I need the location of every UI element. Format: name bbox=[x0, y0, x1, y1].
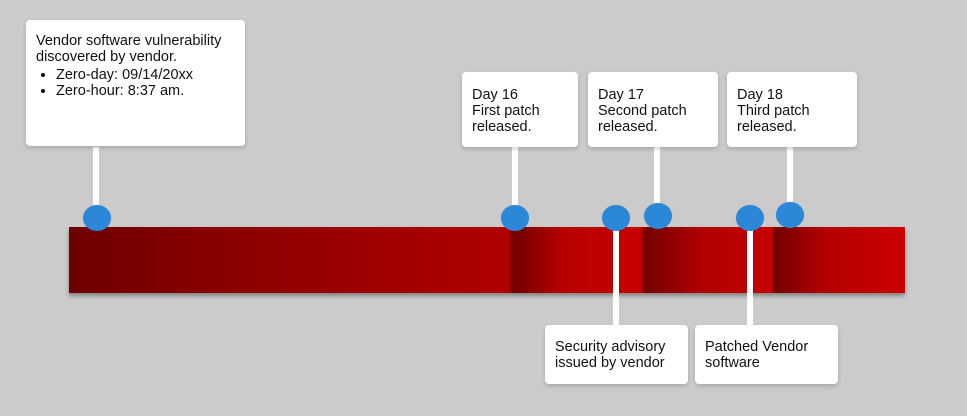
connector-discovery bbox=[93, 147, 99, 217]
day16-label: First patch bbox=[472, 103, 540, 119]
marker-day18 bbox=[776, 202, 804, 228]
day17-status: released. bbox=[598, 119, 658, 135]
marker-discovery bbox=[83, 205, 111, 231]
discovery-text: Vendor software vulnerability discovered… bbox=[36, 33, 222, 65]
patched-line2: software bbox=[705, 355, 760, 371]
callout-advisory: Security advisory issued by vendor bbox=[545, 325, 688, 384]
day16-day: Day 16 bbox=[472, 87, 518, 103]
bullet-zero-hour: Zero-hour: 8:37 am. bbox=[56, 83, 229, 99]
callout-day17: Day 17 Second patch released. bbox=[588, 72, 718, 147]
discovery-bullets: Zero-day: 09/14/20xx Zero-hour: 8:37 am. bbox=[36, 67, 229, 99]
marker-day17 bbox=[644, 203, 672, 229]
marker-day16 bbox=[501, 205, 529, 231]
connector-day18 bbox=[787, 147, 793, 217]
connector-advisory bbox=[613, 230, 619, 325]
callout-discovery: Vendor software vulnerability discovered… bbox=[26, 20, 245, 146]
timeline-segment-2 bbox=[511, 227, 643, 293]
day18-status: released. bbox=[737, 119, 797, 135]
bullet-zero-day: Zero-day: 09/14/20xx bbox=[56, 67, 229, 83]
day16-status: released. bbox=[472, 119, 532, 135]
marker-advisory bbox=[602, 205, 630, 231]
marker-patched bbox=[736, 205, 764, 231]
timeline-segment-4 bbox=[774, 227, 905, 293]
callout-day18: Day 18 Third patch released. bbox=[727, 72, 857, 147]
advisory-line2: issued by vendor bbox=[555, 355, 665, 371]
day17-label: Second patch bbox=[598, 103, 687, 119]
day17-day: Day 17 bbox=[598, 87, 644, 103]
advisory-line1: Security advisory bbox=[555, 339, 666, 355]
callout-patched: Patched Vendor software bbox=[695, 325, 838, 384]
day18-label: Third patch bbox=[737, 103, 810, 119]
day18-day: Day 18 bbox=[737, 87, 783, 103]
connector-day16 bbox=[512, 147, 518, 217]
timeline-segment-1 bbox=[69, 227, 511, 293]
patched-line1: Patched Vendor bbox=[705, 339, 809, 355]
connector-day17 bbox=[654, 147, 660, 217]
callout-day16: Day 16 First patch released. bbox=[462, 72, 578, 147]
connector-patched bbox=[747, 230, 753, 325]
timeline-segment-3 bbox=[643, 227, 774, 293]
